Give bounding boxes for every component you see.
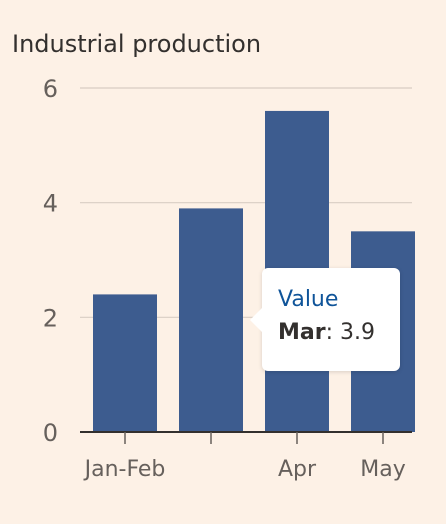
x-tick-label: Apr bbox=[278, 457, 317, 482]
tooltip-row: Mar: 3.9 bbox=[278, 316, 400, 350]
tooltip: Value Mar: 3.9 bbox=[250, 268, 400, 371]
y-tick-label: 6 bbox=[43, 75, 58, 103]
tooltip-title: Value bbox=[278, 287, 339, 312]
x-tick-label: Jan-Feb bbox=[83, 457, 166, 482]
x-axis bbox=[80, 431, 412, 444]
tooltip-separator: : bbox=[325, 320, 334, 345]
y-tick-label: 0 bbox=[43, 419, 58, 447]
chart-title: Industrial production bbox=[12, 30, 262, 58]
tooltip-category: Mar bbox=[278, 320, 326, 345]
x-tick-label: May bbox=[360, 457, 405, 482]
x-tick-labels: Jan-Feb Apr May bbox=[83, 457, 406, 482]
y-axis: 0 2 4 6 bbox=[43, 75, 58, 447]
tooltip-value: 3.9 bbox=[340, 320, 376, 345]
y-tick-label: 2 bbox=[43, 304, 58, 332]
bar bbox=[93, 294, 157, 432]
bar bbox=[179, 208, 243, 432]
y-tick-label: 4 bbox=[43, 190, 58, 218]
